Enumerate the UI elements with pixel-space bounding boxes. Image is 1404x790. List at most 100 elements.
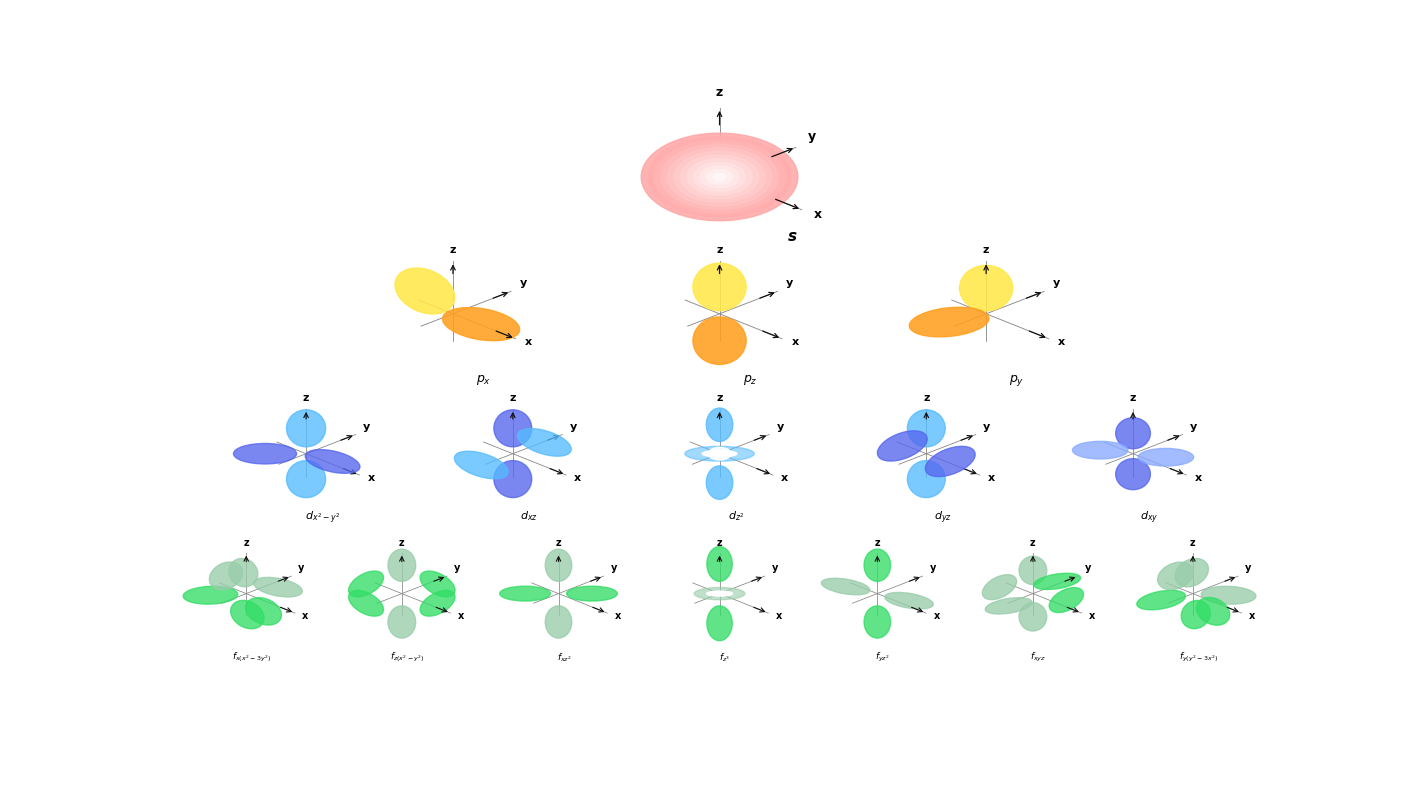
Ellipse shape (702, 450, 737, 457)
Text: z: z (716, 393, 723, 404)
Circle shape (654, 141, 785, 213)
Text: $f_{z(x^2-y^2)}$: $f_{z(x^2-y^2)}$ (390, 652, 424, 664)
Circle shape (642, 134, 797, 220)
Ellipse shape (1033, 574, 1081, 589)
Ellipse shape (706, 466, 733, 499)
Text: y: y (772, 563, 778, 574)
Text: $d_{x^2-y^2}$: $d_{x^2-y^2}$ (305, 510, 340, 526)
Ellipse shape (348, 590, 383, 616)
Ellipse shape (694, 263, 746, 310)
Ellipse shape (1049, 588, 1084, 612)
Text: $d_{xy}$: $d_{xy}$ (1140, 510, 1158, 526)
Ellipse shape (388, 606, 416, 638)
Text: x: x (814, 209, 823, 221)
Text: y: y (776, 422, 783, 431)
Circle shape (667, 148, 772, 206)
Ellipse shape (500, 586, 550, 601)
Text: $p_y$: $p_y$ (1009, 374, 1025, 389)
Ellipse shape (229, 559, 258, 587)
Circle shape (661, 144, 778, 210)
Text: y: y (364, 422, 371, 431)
Ellipse shape (1019, 603, 1047, 631)
Text: x: x (368, 473, 375, 483)
Ellipse shape (1139, 449, 1193, 466)
Ellipse shape (694, 317, 746, 364)
Text: z: z (243, 538, 249, 547)
Ellipse shape (1116, 459, 1150, 490)
Text: z: z (922, 393, 929, 404)
Text: $f_{x(x^2-3y^2)}$: $f_{x(x^2-3y^2)}$ (232, 652, 271, 664)
Text: y: y (519, 278, 526, 288)
Text: x: x (934, 611, 939, 621)
Ellipse shape (420, 590, 455, 616)
Ellipse shape (907, 410, 945, 447)
Text: x: x (1059, 337, 1066, 348)
Ellipse shape (1073, 442, 1127, 459)
Text: $p_z$: $p_z$ (743, 374, 757, 387)
Text: x: x (525, 337, 532, 348)
Text: y: y (1245, 563, 1251, 574)
Text: $f_{yz^2}$: $f_{yz^2}$ (875, 652, 890, 664)
Text: z: z (716, 245, 723, 255)
Ellipse shape (567, 586, 618, 601)
Ellipse shape (209, 562, 243, 590)
Ellipse shape (1019, 556, 1047, 585)
Text: z: z (399, 538, 404, 547)
Text: $f_{xyz}$: $f_{xyz}$ (1031, 652, 1046, 664)
Circle shape (713, 173, 726, 181)
Ellipse shape (254, 577, 302, 597)
Ellipse shape (494, 461, 532, 498)
Ellipse shape (1158, 562, 1193, 589)
Text: y: y (611, 563, 616, 574)
Text: y: y (929, 563, 935, 574)
Ellipse shape (706, 547, 733, 581)
Circle shape (687, 159, 753, 195)
Ellipse shape (494, 410, 532, 447)
Text: x: x (574, 473, 581, 483)
Ellipse shape (907, 461, 945, 498)
Text: y: y (807, 130, 816, 143)
Ellipse shape (545, 549, 571, 581)
Ellipse shape (863, 549, 890, 581)
Text: z: z (556, 538, 562, 547)
Circle shape (694, 162, 746, 191)
Ellipse shape (685, 446, 754, 461)
Ellipse shape (286, 410, 326, 447)
Ellipse shape (863, 606, 890, 638)
Ellipse shape (706, 606, 733, 641)
Ellipse shape (910, 307, 988, 337)
Ellipse shape (1137, 590, 1185, 610)
Text: x: x (1090, 611, 1095, 621)
Ellipse shape (1116, 418, 1150, 449)
Ellipse shape (305, 450, 359, 473)
Circle shape (701, 166, 739, 188)
Text: x: x (987, 473, 994, 483)
Ellipse shape (286, 461, 326, 498)
Text: $p_x$: $p_x$ (476, 374, 491, 387)
Text: x: x (1250, 611, 1255, 621)
Text: z: z (716, 86, 723, 100)
Text: z: z (983, 245, 990, 255)
Text: z: z (1031, 538, 1036, 547)
Ellipse shape (183, 586, 237, 604)
Text: x: x (615, 611, 621, 621)
Text: z: z (303, 393, 309, 404)
Ellipse shape (545, 606, 571, 638)
Text: y: y (983, 422, 990, 431)
Circle shape (706, 170, 733, 184)
Ellipse shape (694, 588, 746, 600)
Ellipse shape (246, 597, 281, 625)
Ellipse shape (959, 265, 1012, 311)
Ellipse shape (1181, 600, 1210, 629)
Text: y: y (786, 278, 793, 288)
Ellipse shape (233, 443, 296, 464)
Ellipse shape (518, 429, 571, 456)
Ellipse shape (1196, 597, 1230, 625)
Text: x: x (1195, 473, 1202, 483)
Text: z: z (875, 538, 880, 547)
Ellipse shape (348, 571, 383, 596)
Ellipse shape (983, 574, 1016, 600)
Text: x: x (302, 611, 309, 621)
Text: $d_{yz}$: $d_{yz}$ (934, 510, 952, 526)
Ellipse shape (986, 598, 1032, 614)
